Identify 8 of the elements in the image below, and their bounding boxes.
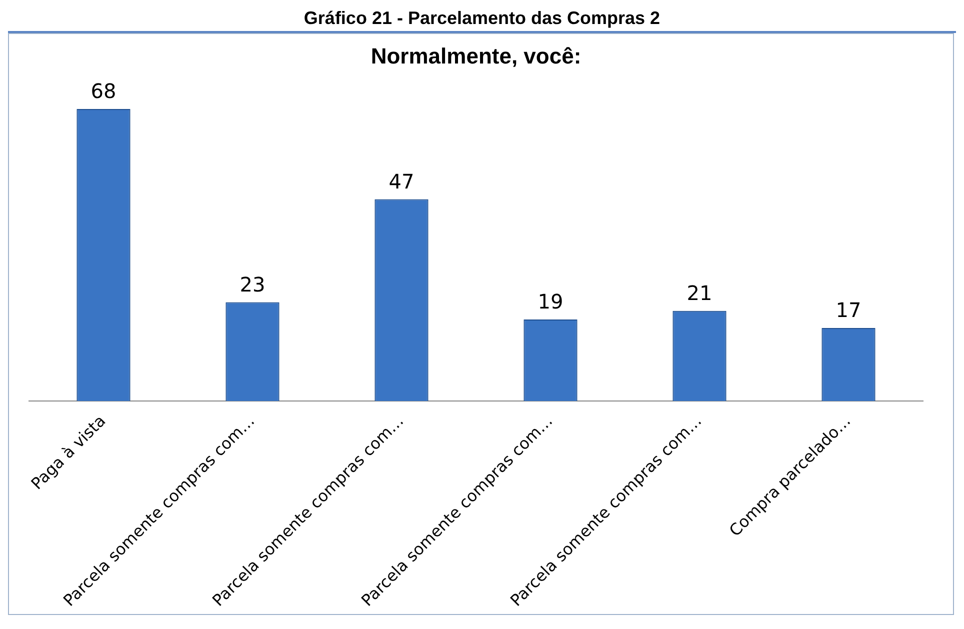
- chart-subtitle: Normalmente, você:: [370, 43, 582, 68]
- chart-title: Gráfico 21 - Parcelamento das Compras 2: [8, 8, 956, 33]
- data-label: 47: [388, 169, 414, 194]
- data-label: 21: [686, 281, 712, 306]
- data-label: 17: [836, 298, 862, 322]
- data-label: 68: [90, 79, 116, 104]
- data-label: 23: [240, 272, 266, 296]
- data-label: 19: [538, 290, 564, 314]
